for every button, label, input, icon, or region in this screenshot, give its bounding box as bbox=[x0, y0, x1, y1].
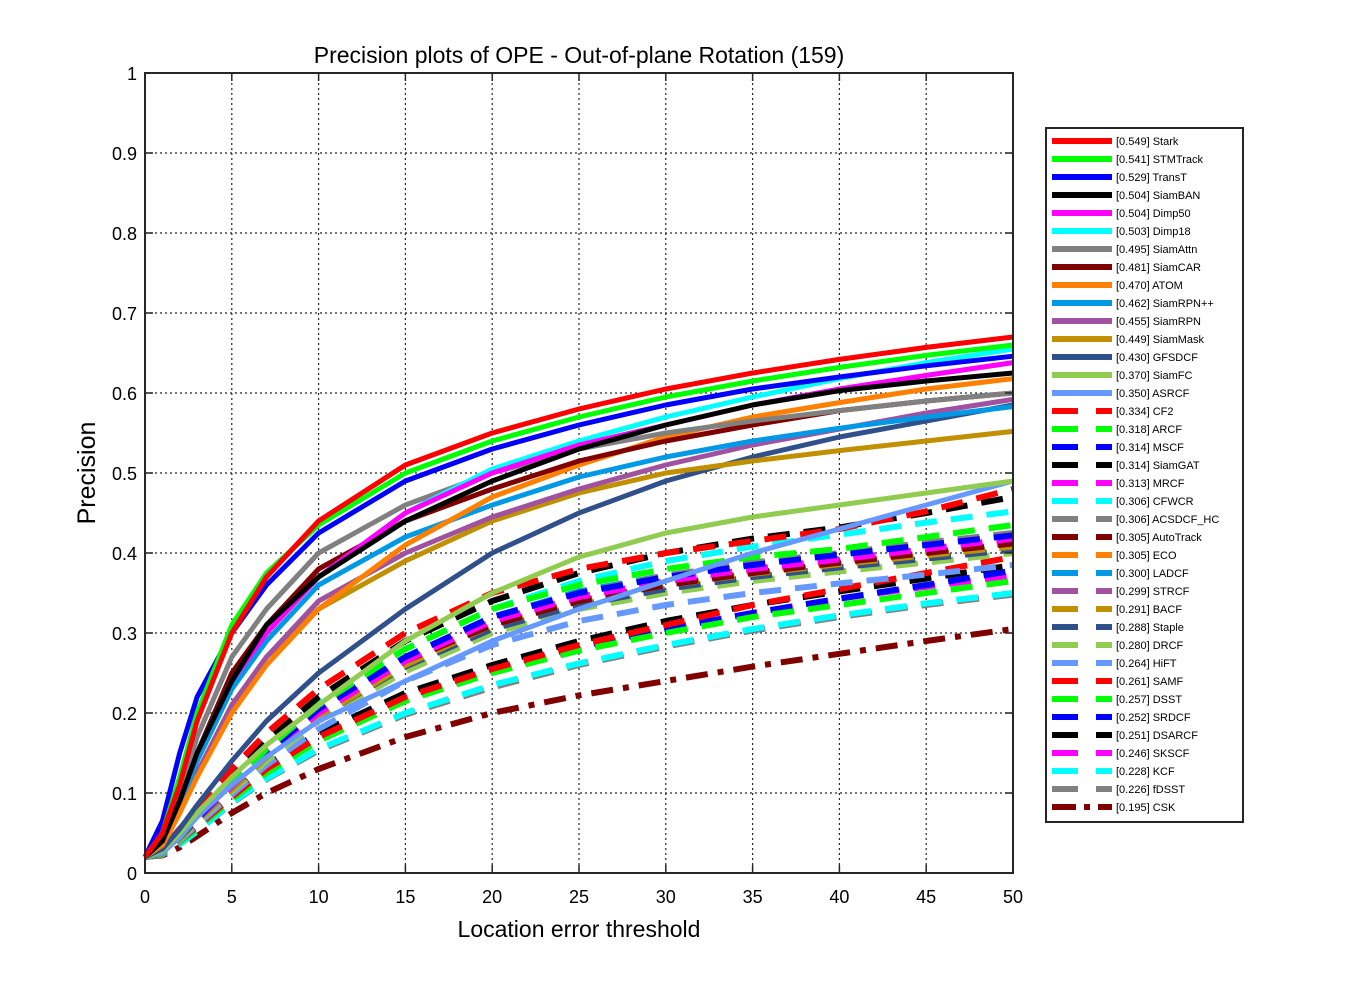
axis-ticks: 0 5 10 15 20 25 30 35 40 45 50 0 0.1 0.2 0.3 0.4 0.5 0.6 0… bbox=[112, 64, 1023, 907]
series-line-6 bbox=[143, 390, 1014, 859]
legend-label: [0.503] Dimp18 bbox=[1116, 226, 1191, 238]
legend-label: [0.306] CFWCR bbox=[1116, 496, 1194, 508]
legend-label: [0.299] STRCF bbox=[1116, 586, 1190, 598]
series-line-8 bbox=[143, 376, 1014, 860]
x-tick-label: 10 bbox=[309, 887, 329, 907]
legend-label: [0.504] SiamBAN bbox=[1116, 190, 1200, 202]
legend-label: [0.314] MSCF bbox=[1116, 442, 1184, 454]
legend-label: [0.541] STMTrack bbox=[1116, 154, 1204, 166]
x-tick-label: 30 bbox=[656, 887, 676, 907]
legend-label: [0.261] SAMF bbox=[1116, 676, 1184, 688]
legend-label: [0.291] BACF bbox=[1116, 604, 1182, 616]
series-line-2 bbox=[142, 353, 1014, 859]
legend-label: [0.529] TransT bbox=[1116, 172, 1187, 184]
legend-label: [0.313] MRCF bbox=[1116, 478, 1185, 490]
legend-label: [0.449] SiamMask bbox=[1116, 334, 1205, 346]
legend-label: [0.334] CF2 bbox=[1116, 406, 1173, 418]
legend-label: [0.370] SiamFC bbox=[1116, 370, 1192, 382]
x-tick-label: 20 bbox=[482, 887, 502, 907]
legend-label: [0.305] AutoTrack bbox=[1116, 532, 1202, 544]
x-tick-label: 0 bbox=[140, 887, 150, 907]
legend-label: [0.288] Staple bbox=[1116, 622, 1184, 634]
y-tick-label: 0.1 bbox=[112, 784, 137, 804]
y-axis-label: Precision bbox=[73, 422, 101, 525]
legend-label: [0.470] ATOM bbox=[1116, 280, 1183, 292]
legend-label: [0.246] SKSCF bbox=[1116, 748, 1190, 760]
y-tick-label: 0.8 bbox=[112, 224, 137, 244]
legend-label: [0.257] DSST bbox=[1116, 694, 1182, 706]
legend-label: [0.264] HiFT bbox=[1116, 658, 1177, 670]
legend-label: [0.462] SiamRPN++ bbox=[1116, 298, 1214, 310]
legend-box bbox=[1045, 127, 1244, 823]
y-tick-label: 0 bbox=[127, 864, 137, 884]
series-line-3 bbox=[143, 370, 1014, 859]
legend-label: [0.252] SRDCF bbox=[1116, 712, 1191, 724]
legend-label: [0.549] Stark bbox=[1116, 136, 1179, 148]
y-tick-label: 0.4 bbox=[112, 544, 137, 564]
chart-title: Precision plots of OPE - Out-of-plane Ro… bbox=[314, 42, 845, 68]
legend-label: [0.318] ARCF bbox=[1116, 424, 1182, 436]
x-tick-label: 5 bbox=[227, 887, 237, 907]
series-lines bbox=[142, 334, 1014, 860]
y-tick-label: 0.3 bbox=[112, 624, 137, 644]
legend-label: [0.280] DRCF bbox=[1116, 640, 1184, 652]
legend-label: [0.455] SiamRPN bbox=[1116, 316, 1201, 328]
legend: [0.549] Stark [0.541] STMTrack [0.529] Tra… bbox=[1045, 127, 1244, 823]
series-line-14 bbox=[144, 478, 1014, 860]
x-tick-label: 50 bbox=[1003, 887, 1023, 907]
x-tick-label: 35 bbox=[743, 887, 763, 907]
x-tick-label: 15 bbox=[395, 887, 415, 907]
series-line-12 bbox=[143, 402, 1014, 860]
y-tick-label: 0.2 bbox=[112, 704, 137, 724]
legend-label: [0.306] ACSDCF_HC bbox=[1116, 514, 1219, 526]
legend-label: [0.305] ECO bbox=[1116, 550, 1177, 562]
legend-label: [0.430] GFSDCF bbox=[1116, 352, 1198, 364]
legend-label: [0.228] KCF bbox=[1116, 766, 1175, 778]
y-tick-label: 0.6 bbox=[112, 384, 137, 404]
y-tick-label: 0.5 bbox=[112, 464, 137, 484]
x-tick-label: 40 bbox=[829, 887, 849, 907]
legend-label: [0.226] fDSST bbox=[1116, 784, 1185, 796]
legend-label: [0.300] LADCF bbox=[1116, 568, 1189, 580]
legend-label: [0.314] SiamGAT bbox=[1116, 460, 1200, 472]
y-tick-label: 1 bbox=[127, 64, 137, 84]
series-line-37 bbox=[144, 626, 1014, 860]
legend-label: [0.504] Dimp50 bbox=[1116, 208, 1191, 220]
y-tick-label: 0.9 bbox=[112, 144, 137, 164]
legend-label: [0.195] CSK bbox=[1116, 802, 1176, 814]
legend-label: [0.495] SiamAttn bbox=[1116, 244, 1197, 256]
legend-label: [0.350] ASRCF bbox=[1116, 388, 1190, 400]
x-tick-label: 25 bbox=[569, 887, 589, 907]
y-tick-label: 0.7 bbox=[112, 304, 137, 324]
x-axis-label: Location error threshold bbox=[458, 916, 701, 942]
series-line-13 bbox=[144, 478, 1014, 860]
x-tick-label: 45 bbox=[916, 887, 936, 907]
series-line-0 bbox=[142, 334, 1014, 859]
legend-label: [0.481] SiamCAR bbox=[1116, 262, 1201, 274]
legend-label: [0.251] DSARCF bbox=[1116, 730, 1198, 742]
